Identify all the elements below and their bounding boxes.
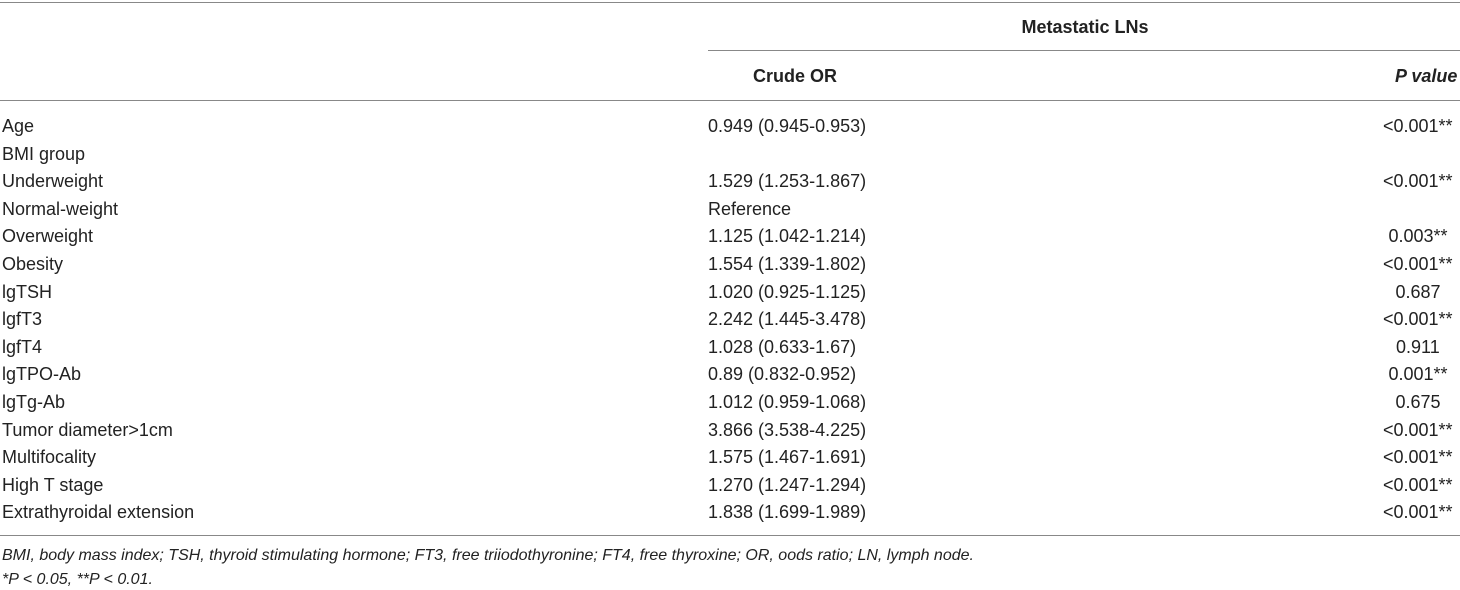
crude-or: Reference bbox=[708, 198, 792, 219]
crude-or: 0.89 (0.832-0.952) bbox=[708, 364, 857, 385]
row-label: lgTPO-Ab bbox=[2, 364, 82, 385]
row-label: lgTSH bbox=[2, 281, 53, 302]
p-value: 0.911 bbox=[1396, 336, 1440, 357]
top-rule bbox=[0, 2, 1460, 3]
p-value: 0.003** bbox=[1388, 226, 1448, 247]
row-label: Age bbox=[2, 116, 35, 136]
crude-or: 1.270 (1.247-1.294) bbox=[708, 474, 867, 495]
header-rule bbox=[0, 100, 1460, 101]
crude-or: 0.949 (0.945-0.953) bbox=[708, 116, 867, 136]
p-value: <0.001** bbox=[1383, 171, 1453, 192]
footnote: *P < 0.05, **P < 0.01. bbox=[2, 571, 153, 588]
p-value: 0.687 bbox=[1395, 281, 1441, 302]
crude-or: 1.125 (1.042-1.214) bbox=[708, 226, 867, 247]
p-value: <0.001** bbox=[1383, 254, 1453, 274]
footnote: BMI, body mass index; TSH, thyroid stimu… bbox=[2, 547, 974, 564]
row-label: lgfT3 bbox=[2, 309, 43, 330]
row-label: Overweight bbox=[2, 226, 94, 247]
p-value: <0.001** bbox=[1383, 116, 1453, 136]
crude-or: 1.575 (1.467-1.691) bbox=[708, 447, 867, 468]
row-label: Normal-weight bbox=[2, 198, 119, 219]
p-value: <0.001** bbox=[1383, 447, 1453, 468]
group-header: Metastatic LNs bbox=[1021, 17, 1149, 37]
crude-or: 1.028 (0.633-1.67) bbox=[708, 336, 857, 357]
crude-or: 1.554 (1.339-1.802) bbox=[708, 254, 867, 274]
p-value: <0.001** bbox=[1383, 474, 1453, 495]
group-rule bbox=[708, 50, 1460, 51]
crude-or: 1.838 (1.699-1.989) bbox=[708, 502, 867, 523]
row-label: BMI group bbox=[2, 143, 86, 164]
crude-or: 3.866 (3.538-4.225) bbox=[708, 419, 867, 440]
column-header: P value bbox=[1395, 66, 1458, 86]
crude-or: 1.529 (1.253-1.867) bbox=[708, 171, 867, 192]
crude-or: 1.012 (0.959-1.068) bbox=[708, 392, 867, 412]
row-label: lgTg-Ab bbox=[2, 392, 66, 412]
p-value: <0.001** bbox=[1383, 419, 1453, 440]
row-label: Underweight bbox=[2, 171, 104, 192]
p-value: <0.001** bbox=[1383, 502, 1453, 523]
p-value: <0.001** bbox=[1383, 309, 1453, 330]
row-label: Multifocality bbox=[2, 447, 97, 468]
row-label: High T stage bbox=[2, 474, 104, 495]
row-label: Obesity bbox=[2, 254, 64, 274]
column-header: Crude OR bbox=[753, 66, 838, 86]
row-label: Tumor diameter>1cm bbox=[2, 419, 173, 440]
row-label: Extrathyroidal extension bbox=[2, 502, 195, 523]
crude-or: 1.020 (0.925-1.125) bbox=[708, 281, 867, 302]
p-value: 0.001** bbox=[1388, 364, 1448, 385]
bottom-rule bbox=[0, 535, 1460, 536]
row-label: lgfT4 bbox=[2, 336, 43, 357]
p-value: 0.675 bbox=[1395, 392, 1441, 412]
crude-or: 2.242 (1.445-3.478) bbox=[708, 309, 867, 330]
